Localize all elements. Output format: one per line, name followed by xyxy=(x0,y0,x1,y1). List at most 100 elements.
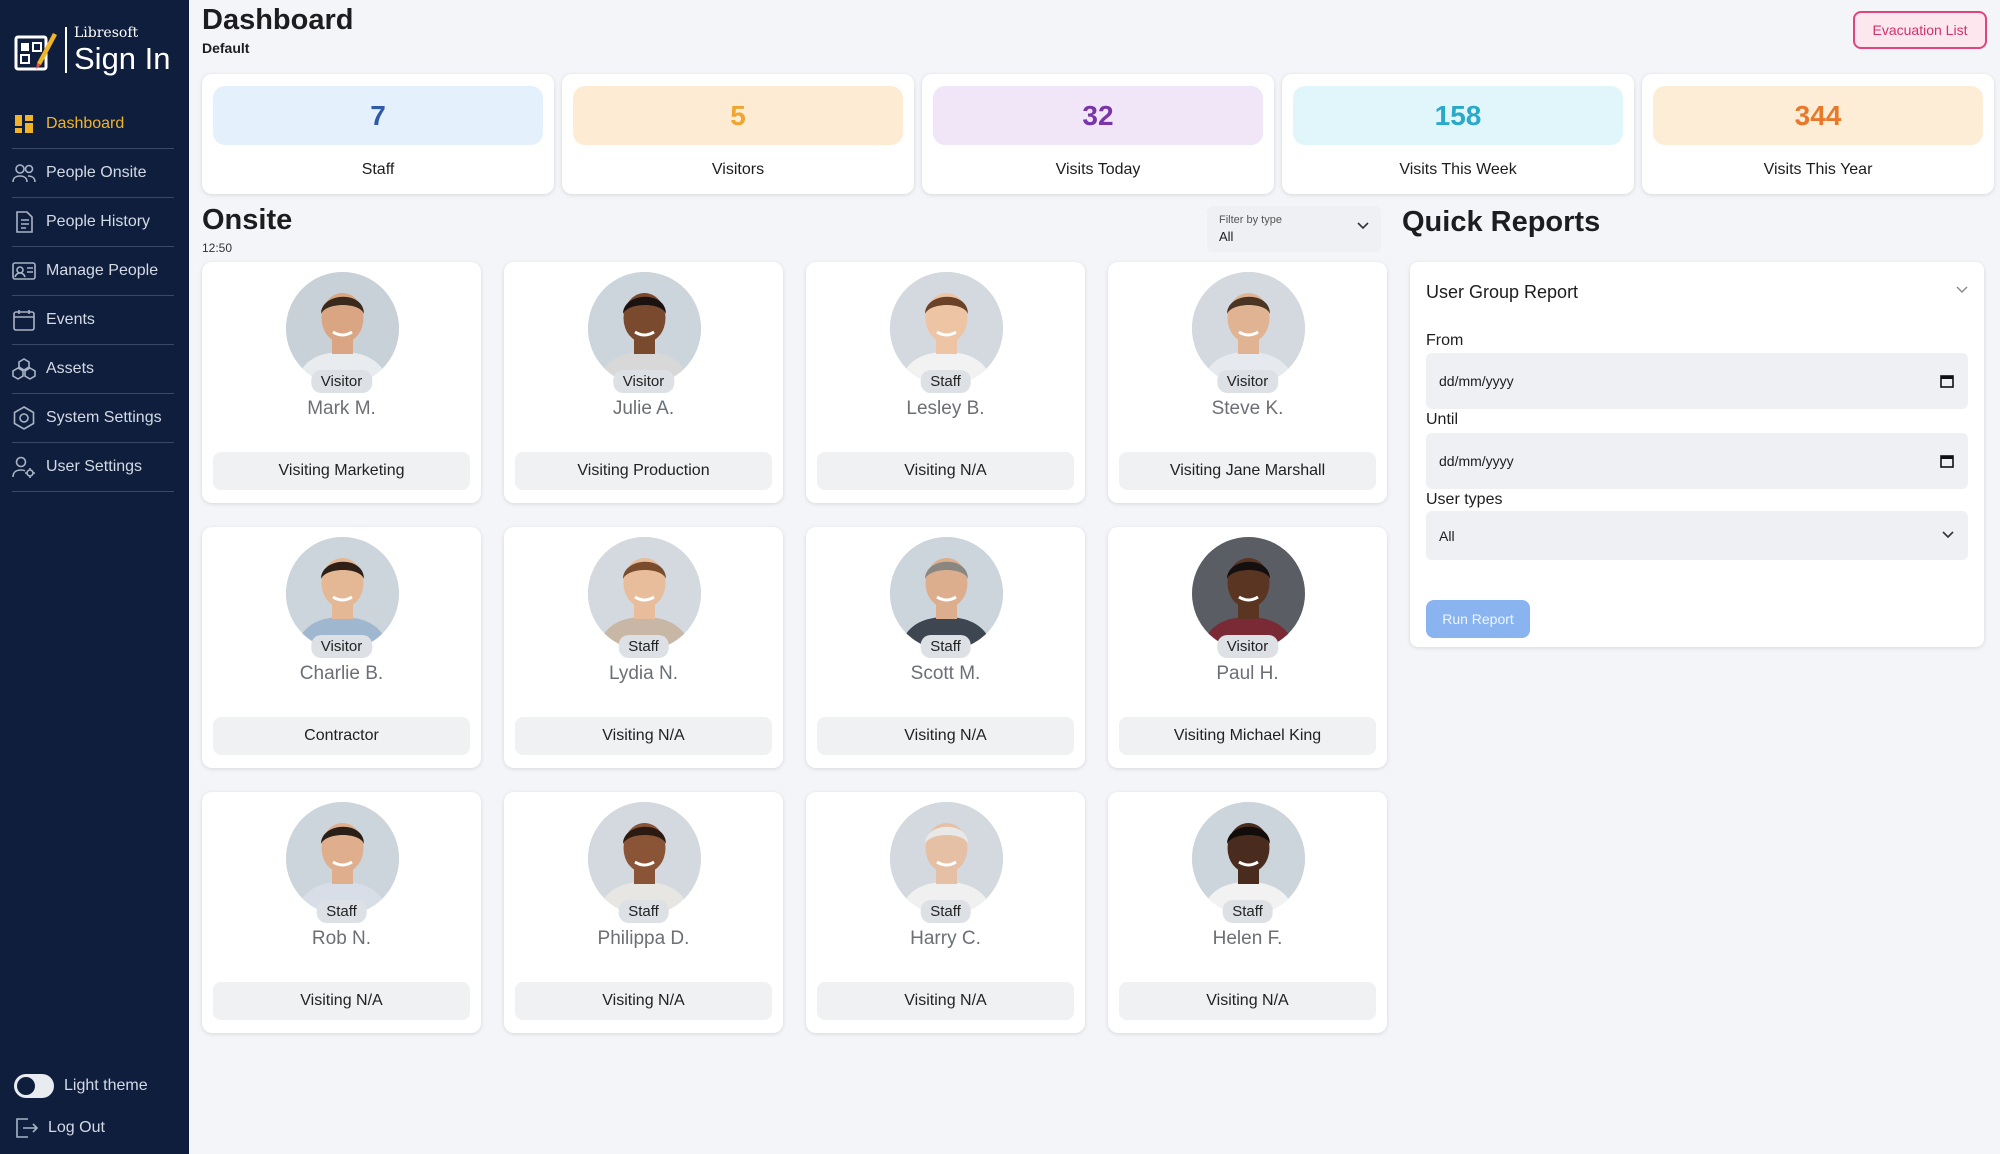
until-label: Until xyxy=(1426,411,1459,428)
stat-card-visits-today[interactable]: 32 Visits Today xyxy=(922,74,1274,194)
person-name: Paul H. xyxy=(1216,663,1279,684)
document-icon xyxy=(12,210,36,234)
sidebar-item-people-history[interactable]: People History xyxy=(12,198,174,247)
person-type-badge: Staff xyxy=(618,900,669,923)
visiting-info: Visiting Jane Marshall xyxy=(1119,452,1376,490)
from-date-input[interactable]: dd/mm/yyyy xyxy=(1426,353,1968,409)
page-subtitle: Default xyxy=(202,40,250,56)
person-type-badge: Staff xyxy=(920,370,971,393)
visiting-info: Visiting Michael King xyxy=(1119,717,1376,755)
person-card[interactable]: Staff Lydia N. Visiting N/A xyxy=(504,527,783,768)
person-name: Lesley B. xyxy=(906,398,985,419)
person-card[interactable]: Staff Rob N. Visiting N/A xyxy=(202,792,481,1033)
from-label: From xyxy=(1426,332,1464,349)
run-report-button[interactable]: Run Report xyxy=(1426,600,1530,638)
stat-card-visits-this-week[interactable]: 158 Visits This Week xyxy=(1282,74,1634,194)
sidebar-item-manage-people[interactable]: Manage People xyxy=(12,247,174,296)
person-type-badge: Visitor xyxy=(612,370,675,393)
sidebar-item-label: Manage People xyxy=(46,262,159,279)
page-title: Dashboard xyxy=(202,4,354,36)
person-card[interactable]: Staff Lesley B. Visiting N/A xyxy=(806,262,1085,503)
calendar-icon[interactable] xyxy=(1940,374,1954,388)
person-name: Helen F. xyxy=(1212,928,1283,949)
theme-toggle[interactable]: Light theme xyxy=(14,1074,148,1098)
person-type-badge: Staff xyxy=(920,900,971,923)
settings-icon xyxy=(12,406,36,430)
sidebar: Libresoft Sign In Dashboard People Onsit… xyxy=(0,0,189,1154)
chevron-down-icon xyxy=(1942,531,1954,539)
filter-label: Filter by type xyxy=(1219,214,1282,226)
person-name: Steve K. xyxy=(1211,398,1284,419)
person-card[interactable]: Staff Harry C. Visiting N/A xyxy=(806,792,1085,1033)
chevron-down-icon[interactable] xyxy=(1956,286,1968,294)
brand-small: Libresoft xyxy=(74,25,139,41)
visiting-info: Visiting N/A xyxy=(1119,982,1376,1020)
person-name: Harry C. xyxy=(910,928,981,949)
report-name[interactable]: User Group Report xyxy=(1426,282,1579,302)
user-types-value: All xyxy=(1439,527,1455,544)
avatar xyxy=(1192,802,1305,915)
person-type-badge: Visitor xyxy=(1216,370,1279,393)
person-type-badge: Visitor xyxy=(310,370,373,393)
person-name: Rob N. xyxy=(311,928,372,949)
person-card[interactable]: Visitor Charlie B. Contractor xyxy=(202,527,481,768)
sidebar-item-label: Events xyxy=(46,311,95,328)
stat-value: 158 xyxy=(1293,86,1623,145)
person-card[interactable]: Visitor Julie A. Visiting Production xyxy=(504,262,783,503)
person-card[interactable]: Visitor Steve K. Visiting Jane Marshall xyxy=(1108,262,1387,503)
sidebar-item-label: User Settings xyxy=(46,458,143,475)
theme-switch[interactable] xyxy=(14,1074,54,1098)
person-type-badge: Staff xyxy=(618,635,669,658)
person-card[interactable]: Staff Helen F. Visiting N/A xyxy=(1108,792,1387,1033)
sidebar-item-assets[interactable]: Assets xyxy=(12,345,174,394)
visiting-info: Visiting N/A xyxy=(817,982,1074,1020)
person-card[interactable]: Visitor Mark M. Visiting Marketing xyxy=(202,262,481,503)
logout-label: Log Out xyxy=(48,1119,105,1136)
evacuation-list-button[interactable]: Evacuation List xyxy=(1853,11,1987,49)
sidebar-item-events[interactable]: Events xyxy=(12,296,174,345)
person-card[interactable]: Staff Scott M. Visiting N/A xyxy=(806,527,1085,768)
user-types-select[interactable]: All xyxy=(1426,511,1968,560)
stat-value: 344 xyxy=(1653,86,1983,145)
sidebar-item-label: System Settings xyxy=(46,409,162,426)
stat-value: 32 xyxy=(933,86,1263,145)
person-card[interactable]: Staff Philippa D. Visiting N/A xyxy=(504,792,783,1033)
person-card[interactable]: Visitor Paul H. Visiting Michael King xyxy=(1108,527,1387,768)
sidebar-nav: Dashboard People Onsite People History M… xyxy=(12,100,174,492)
person-name: Philippa D. xyxy=(597,928,690,949)
sidebar-item-dashboard[interactable]: Dashboard xyxy=(12,100,174,149)
stat-label: Visits This Week xyxy=(1399,161,1517,178)
avatar xyxy=(588,272,701,385)
sidebar-item-label: People Onsite xyxy=(46,164,147,181)
stat-card-staff[interactable]: 7 Staff xyxy=(202,74,554,194)
filter-by-type-select[interactable]: Filter by type All xyxy=(1207,206,1381,252)
stat-value: 5 xyxy=(573,86,903,145)
dashboard-icon xyxy=(12,112,36,136)
brand-wordmark: Libresoft Sign In xyxy=(74,26,171,74)
visiting-info: Visiting N/A xyxy=(213,982,470,1020)
avatar xyxy=(286,272,399,385)
logo-icon xyxy=(13,27,59,73)
calendar-icon[interactable] xyxy=(1940,454,1954,468)
brand-big: Sign In xyxy=(74,41,171,76)
visiting-info: Visiting Production xyxy=(515,452,772,490)
avatar xyxy=(588,802,701,915)
stat-card-visits-this-year[interactable]: 344 Visits This Year xyxy=(1642,74,1994,194)
person-type-badge: Visitor xyxy=(310,635,373,658)
avatar xyxy=(890,272,1003,385)
logout-button[interactable]: Log Out xyxy=(14,1118,105,1138)
avatar xyxy=(890,537,1003,650)
sidebar-item-label: Assets xyxy=(46,360,95,377)
until-date-input[interactable]: dd/mm/yyyy xyxy=(1426,433,1968,489)
logout-icon xyxy=(16,1118,38,1138)
avatar xyxy=(286,802,399,915)
stat-label: Visits This Year xyxy=(1763,161,1873,178)
onsite-title: Onsite xyxy=(202,204,293,236)
sidebar-item-system-settings[interactable]: System Settings xyxy=(12,394,174,443)
visiting-info: Visiting N/A xyxy=(817,717,1074,755)
sidebar-item-user-settings[interactable]: User Settings xyxy=(12,443,174,492)
brand-logo[interactable]: Libresoft Sign In xyxy=(13,22,178,78)
stat-card-visitors[interactable]: 5 Visitors xyxy=(562,74,914,194)
sidebar-item-people-onsite[interactable]: People Onsite xyxy=(12,149,174,198)
stat-label: Visitors xyxy=(711,161,765,178)
